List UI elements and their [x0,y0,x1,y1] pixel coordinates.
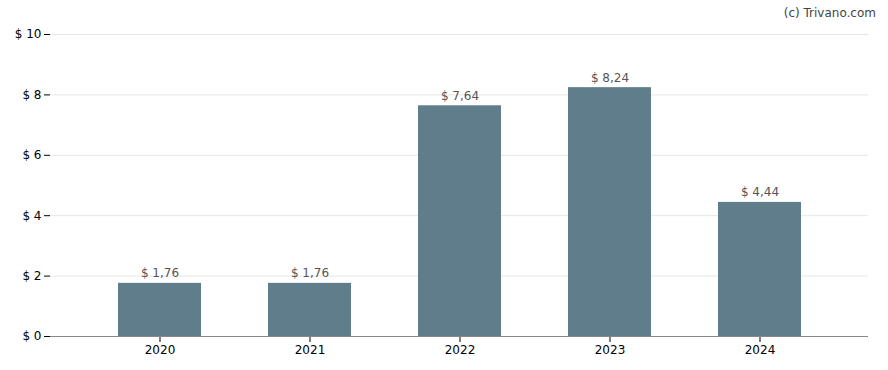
svg-text:$ 4,44: $ 4,44 [741,185,779,199]
svg-text:2021: 2021 [295,343,326,357]
svg-text:$ 8: $ 8 [22,88,41,102]
svg-text:2023: 2023 [595,343,626,357]
svg-text:$ 1,76: $ 1,76 [141,266,179,280]
svg-text:2022: 2022 [445,343,476,357]
svg-text:$ 4: $ 4 [22,209,41,223]
svg-text:$ 7,64: $ 7,64 [441,89,479,103]
svg-text:$ 1,76: $ 1,76 [291,266,329,280]
svg-text:$ 2: $ 2 [22,269,41,283]
svg-text:$ 10: $ 10 [15,27,42,41]
svg-text:2020: 2020 [145,343,176,357]
svg-text:$ 0: $ 0 [22,329,41,343]
html-text:(c) Trivano.com: (c) Trivano.com [783,6,876,20]
svg-text:2024: 2024 [745,343,776,357]
svg-text:$ 6: $ 6 [22,148,41,162]
svg-text:$ 8,24: $ 8,24 [591,71,629,85]
